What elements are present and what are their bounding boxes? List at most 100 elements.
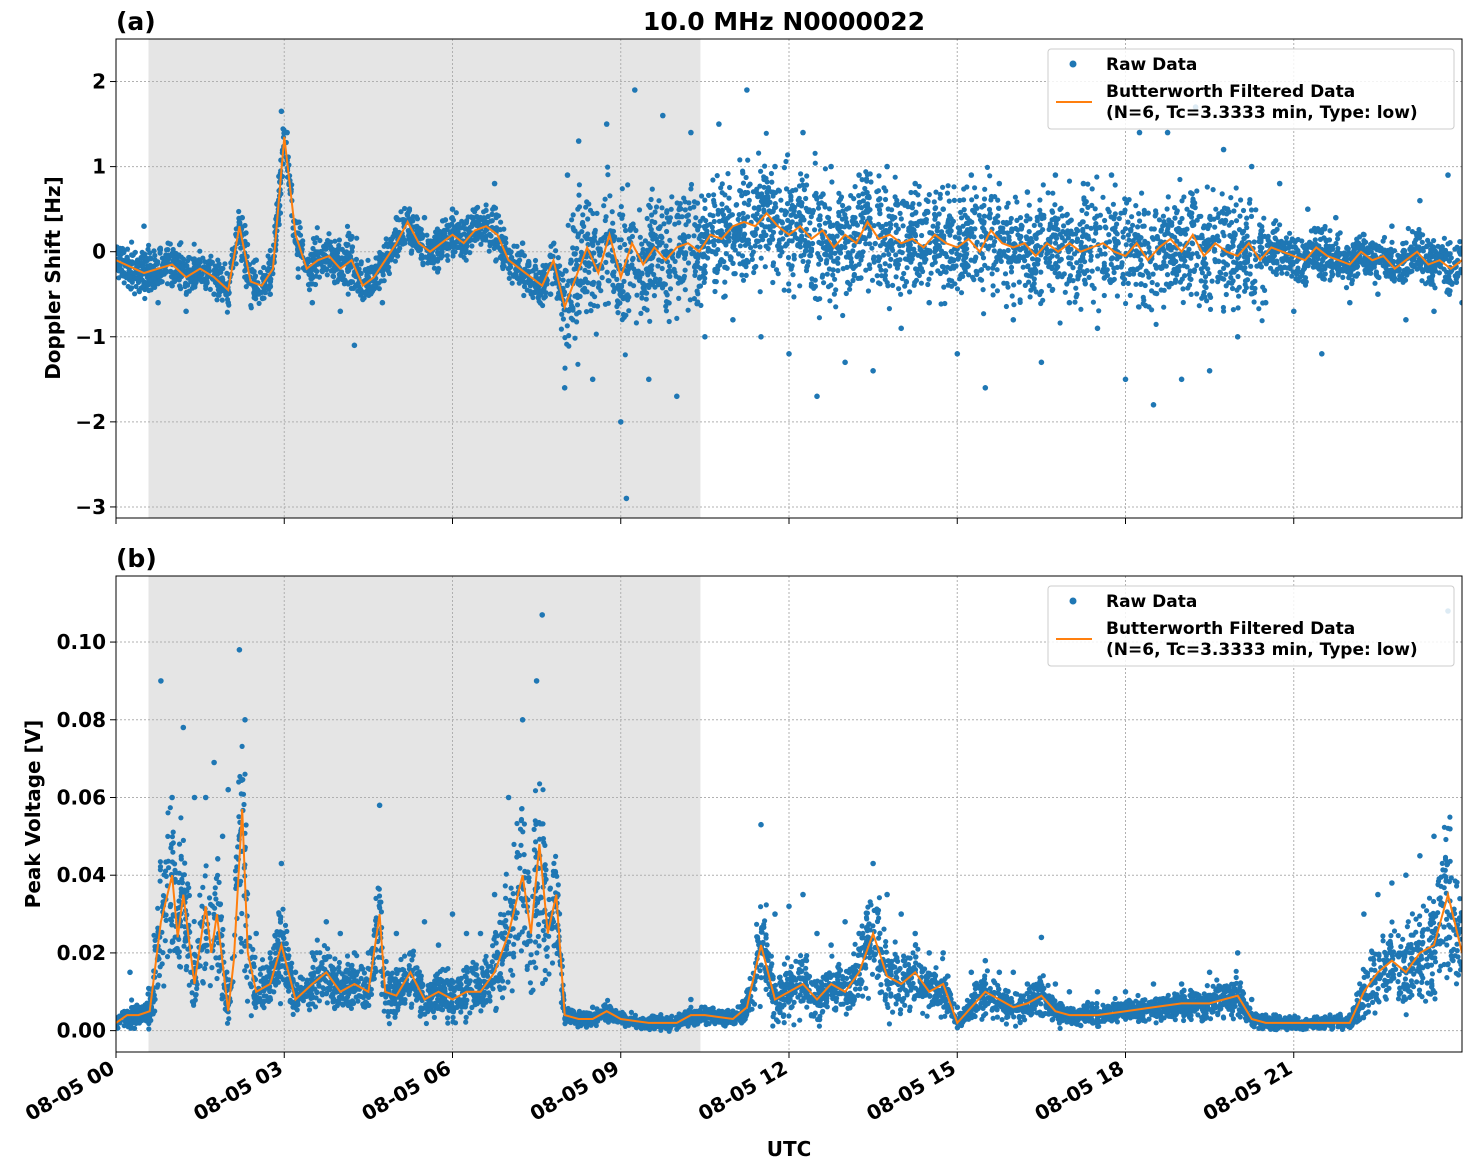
raw-point xyxy=(1148,226,1154,232)
raw-point xyxy=(1135,224,1141,230)
raw-point xyxy=(763,198,770,204)
raw-point xyxy=(514,252,521,258)
raw-point xyxy=(606,278,612,284)
raw-point xyxy=(772,201,778,207)
raw-point xyxy=(816,216,822,222)
raw-point xyxy=(1091,238,1097,244)
raw-point xyxy=(139,259,145,266)
raw-point xyxy=(1419,278,1425,284)
raw-point xyxy=(821,280,827,286)
raw-point xyxy=(1250,280,1256,286)
raw-point xyxy=(754,217,760,223)
raw-point xyxy=(820,191,826,197)
raw-point xyxy=(1364,246,1371,253)
raw-point xyxy=(629,262,635,268)
raw-point xyxy=(358,259,364,265)
raw-point xyxy=(981,202,987,209)
raw-point xyxy=(1380,238,1386,244)
raw-point xyxy=(266,260,272,266)
raw-point xyxy=(927,248,933,254)
raw-point xyxy=(618,204,624,210)
raw-point xyxy=(183,291,189,297)
raw-point xyxy=(469,215,475,221)
raw-point xyxy=(425,260,431,266)
raw-point xyxy=(1031,261,1037,267)
raw-point xyxy=(450,253,456,259)
raw-point xyxy=(1161,304,1167,310)
raw-point xyxy=(830,222,836,228)
raw-point xyxy=(831,258,837,264)
raw-point xyxy=(980,255,987,261)
raw-point xyxy=(508,249,514,255)
raw-point xyxy=(1216,211,1222,217)
raw-point xyxy=(300,238,306,244)
raw-point xyxy=(933,189,939,195)
raw-point xyxy=(671,266,677,272)
raw-point xyxy=(559,271,566,277)
raw-point xyxy=(834,220,840,227)
raw-point xyxy=(781,165,788,171)
raw-point xyxy=(1123,300,1129,307)
raw-point xyxy=(506,275,512,281)
raw-point xyxy=(146,287,152,294)
raw-point xyxy=(737,243,744,249)
raw-point xyxy=(430,256,436,262)
raw-point xyxy=(233,226,239,232)
raw-point xyxy=(346,267,352,274)
raw-point xyxy=(584,199,590,205)
raw-point xyxy=(763,130,769,136)
raw-point xyxy=(499,233,505,239)
raw-point xyxy=(904,265,910,271)
raw-point xyxy=(811,285,817,291)
raw-point xyxy=(536,292,542,299)
raw-point xyxy=(572,335,578,341)
raw-point xyxy=(800,258,806,264)
raw-point xyxy=(541,289,547,295)
raw-point xyxy=(1126,197,1132,203)
raw-point xyxy=(1269,257,1275,263)
raw-point xyxy=(919,220,925,226)
raw-point xyxy=(682,287,688,293)
raw-point xyxy=(1177,241,1183,247)
raw-point xyxy=(603,259,609,265)
raw-point xyxy=(874,189,880,195)
raw-point xyxy=(555,255,561,261)
raw-point xyxy=(1008,264,1015,270)
raw-point xyxy=(1050,232,1056,238)
raw-point xyxy=(1238,197,1244,203)
raw-point xyxy=(493,215,499,221)
raw-point xyxy=(345,242,351,248)
raw-point xyxy=(560,277,566,283)
raw-point xyxy=(762,264,768,270)
raw-point xyxy=(919,232,925,239)
raw-point xyxy=(713,251,719,257)
raw-point xyxy=(761,176,767,183)
raw-point xyxy=(1149,288,1155,294)
raw-point xyxy=(1388,267,1394,273)
raw-point xyxy=(991,220,997,226)
raw-point xyxy=(521,283,528,290)
raw-point xyxy=(326,231,332,237)
raw-point xyxy=(711,218,717,225)
raw-point xyxy=(831,239,838,245)
raw-point xyxy=(1261,215,1267,221)
raw-point xyxy=(913,266,919,272)
raw-point xyxy=(987,173,993,179)
raw-point xyxy=(633,227,639,234)
raw-point xyxy=(1053,266,1059,272)
raw-point xyxy=(965,263,971,269)
raw-point xyxy=(954,286,961,292)
raw-point xyxy=(925,209,931,215)
raw-point xyxy=(704,222,710,229)
raw-point xyxy=(902,283,908,289)
raw-point xyxy=(832,276,838,282)
raw-point xyxy=(785,254,792,261)
chart-title: 10.0 MHz N0000022 xyxy=(643,7,925,36)
raw-point xyxy=(750,213,756,219)
raw-point xyxy=(855,275,861,281)
raw-point xyxy=(1214,236,1220,242)
raw-point xyxy=(695,227,701,233)
raw-point xyxy=(1195,235,1201,241)
raw-point xyxy=(1122,196,1128,202)
raw-point xyxy=(1026,202,1032,208)
